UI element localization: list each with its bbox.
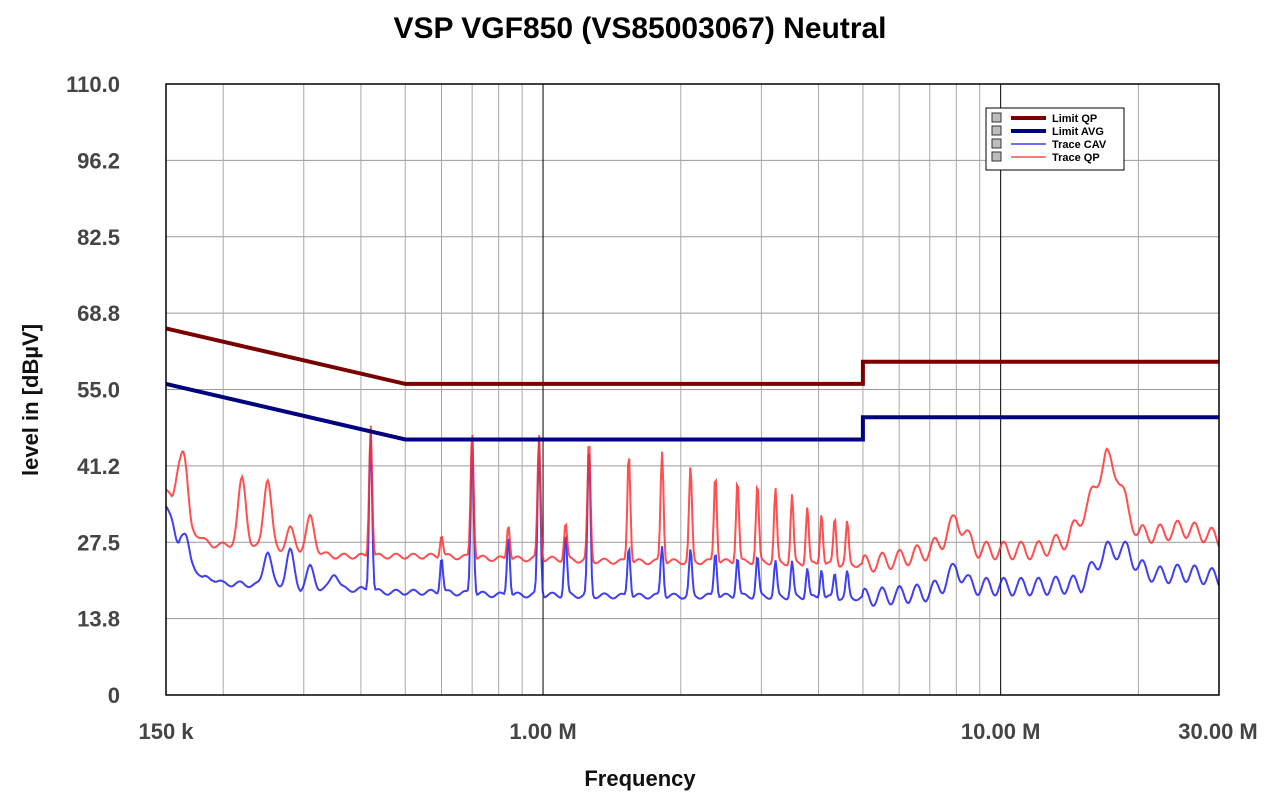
- chart-title: VSP VGF850 (VS85003067) Neutral: [393, 12, 886, 45]
- legend-label: Trace QP: [1052, 152, 1100, 164]
- y-axis-label: level in [dBµV]: [18, 324, 43, 476]
- legend-swatch-box: [991, 138, 1002, 149]
- y-tick-label: 55.0: [77, 378, 120, 403]
- traces: [165, 425, 1220, 607]
- y-tick-label: 96.2: [77, 148, 120, 173]
- series-limit-avg: [165, 381, 1219, 442]
- legend-swatch-box: [991, 125, 1002, 136]
- plot-frame: [165, 83, 1220, 696]
- legend-box: [985, 107, 1125, 171]
- y-tick-label: 13.8: [77, 607, 120, 632]
- y-tick-label: 110.0: [66, 72, 120, 97]
- y-tick-label: 82.5: [77, 225, 120, 250]
- x-tick-label: 1.00 M: [509, 719, 576, 744]
- series-limit-qp: [165, 326, 1219, 386]
- x-tick-label: 150 k: [138, 719, 194, 744]
- y-tick-label: 68.8: [77, 301, 120, 326]
- legend-swatch-box: [991, 151, 1002, 162]
- series-trace-qp: [165, 425, 1220, 573]
- grid: [166, 83, 1219, 696]
- series-trace-cav: [165, 431, 1220, 607]
- legend-label: Limit AVG: [1052, 126, 1104, 138]
- legend-swatch-box: [991, 112, 1002, 123]
- x-axis-label: Frequency: [584, 766, 696, 791]
- limits: [165, 326, 1219, 442]
- y-tick-label: 41.2: [77, 454, 120, 479]
- x-tick-label: 30.00 M: [1178, 719, 1258, 744]
- y-tick-label: 0: [108, 683, 120, 708]
- x-axis-ticks: 150 k 1.00 M 10.00 M 30.00 M: [138, 719, 1257, 744]
- legend-label: Trace CAV: [1052, 139, 1107, 151]
- y-tick-label: 27.5: [77, 530, 120, 555]
- y-axis-ticks: 0 13.8 27.5 41.2 55.0 68.8 82.5 96.2 110.0: [66, 72, 120, 708]
- legend-label: Limit QP: [1052, 113, 1097, 125]
- x-tick-label: 10.00 M: [961, 719, 1041, 744]
